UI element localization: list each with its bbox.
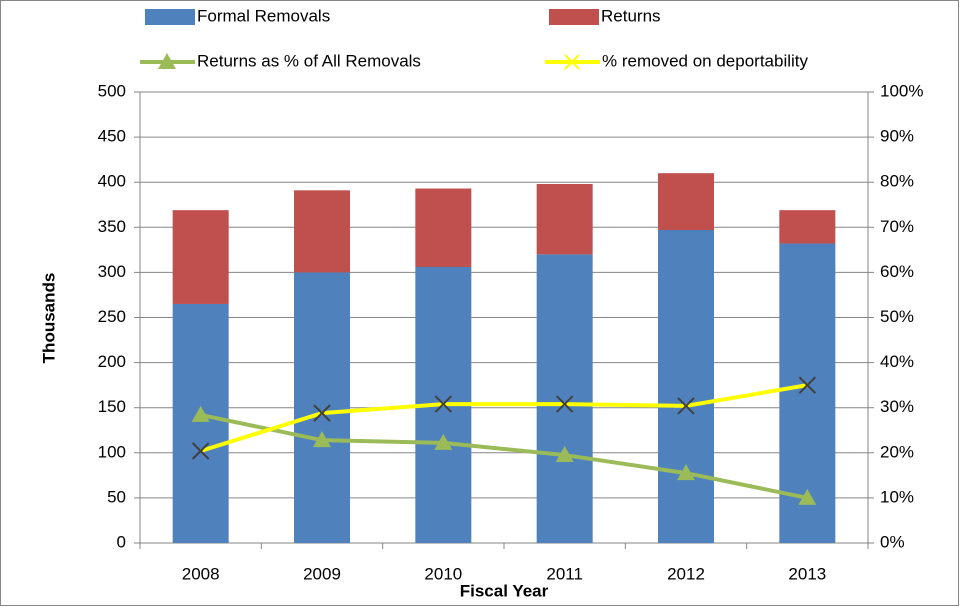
y2-tick-label: 20% bbox=[880, 442, 914, 461]
line-marker bbox=[798, 376, 817, 394]
y-tick-label: 200 bbox=[98, 352, 126, 371]
bar bbox=[172, 210, 229, 304]
y-tick-label: 350 bbox=[98, 217, 126, 236]
line-marker bbox=[191, 405, 210, 422]
x-tick-label: 2013 bbox=[788, 564, 826, 583]
y-axis-title: Thousands bbox=[39, 273, 58, 364]
line-marker bbox=[555, 446, 574, 463]
x-tick-label: 2008 bbox=[182, 564, 220, 583]
x-tick-label: 2012 bbox=[667, 564, 705, 583]
bar bbox=[658, 230, 714, 544]
x-axis-title: Fiscal Year bbox=[460, 581, 549, 600]
line-marker bbox=[313, 404, 331, 422]
y2-tick-label: 100% bbox=[880, 81, 923, 100]
bar bbox=[294, 190, 350, 273]
bar bbox=[172, 303, 229, 543]
y2-tick-label: 0% bbox=[880, 532, 905, 551]
x-tick-label: 2011 bbox=[546, 564, 583, 583]
y2-tick-label: 60% bbox=[880, 262, 914, 281]
y-tick-label: 0 bbox=[117, 532, 126, 551]
y-tick-label: 400 bbox=[98, 172, 126, 191]
line-marker bbox=[677, 464, 695, 481]
bar bbox=[536, 254, 593, 544]
line-marker bbox=[434, 433, 453, 450]
y2-tick-label: 40% bbox=[880, 352, 914, 371]
y-tick-label: 50 bbox=[107, 487, 126, 506]
legend-marker bbox=[158, 53, 176, 69]
y-tick-label: 150 bbox=[98, 397, 126, 416]
bar bbox=[415, 188, 472, 267]
y-tick-label: 300 bbox=[98, 262, 126, 281]
line-marker bbox=[555, 395, 574, 413]
x-tick-label: 2010 bbox=[424, 564, 462, 583]
line bbox=[200, 412, 808, 500]
line-marker bbox=[677, 397, 695, 415]
y-tick-label: 250 bbox=[98, 307, 126, 326]
line-marker bbox=[313, 431, 331, 448]
legend-swatch bbox=[549, 9, 599, 25]
line-marker bbox=[434, 395, 453, 413]
legend-label: Returns bbox=[601, 6, 661, 25]
line-marker bbox=[798, 488, 817, 505]
y2-tick-label: 70% bbox=[880, 217, 914, 236]
bar bbox=[779, 210, 836, 244]
y-tick-label: 100 bbox=[98, 442, 126, 461]
bar bbox=[294, 272, 350, 543]
bar bbox=[536, 184, 593, 255]
x-tick-label: 2009 bbox=[303, 564, 341, 583]
legend-swatch bbox=[145, 9, 195, 25]
legend-label: Returns as % of All Removals bbox=[197, 51, 421, 70]
bar bbox=[658, 173, 714, 231]
y-tick-label: 500 bbox=[98, 81, 126, 100]
y2-tick-label: 90% bbox=[880, 127, 914, 146]
y2-tick-label: 10% bbox=[880, 487, 914, 506]
line bbox=[200, 383, 808, 453]
legend-label: Formal Removals bbox=[197, 6, 330, 25]
y2-tick-label: 80% bbox=[880, 172, 914, 191]
y-tick-label: 450 bbox=[98, 127, 126, 146]
y2-tick-label: 50% bbox=[880, 307, 914, 326]
legend-label: % removed on deportability bbox=[602, 51, 809, 70]
y2-tick-label: 30% bbox=[880, 397, 914, 416]
line-marker bbox=[191, 442, 210, 460]
legend-marker bbox=[564, 54, 580, 70]
